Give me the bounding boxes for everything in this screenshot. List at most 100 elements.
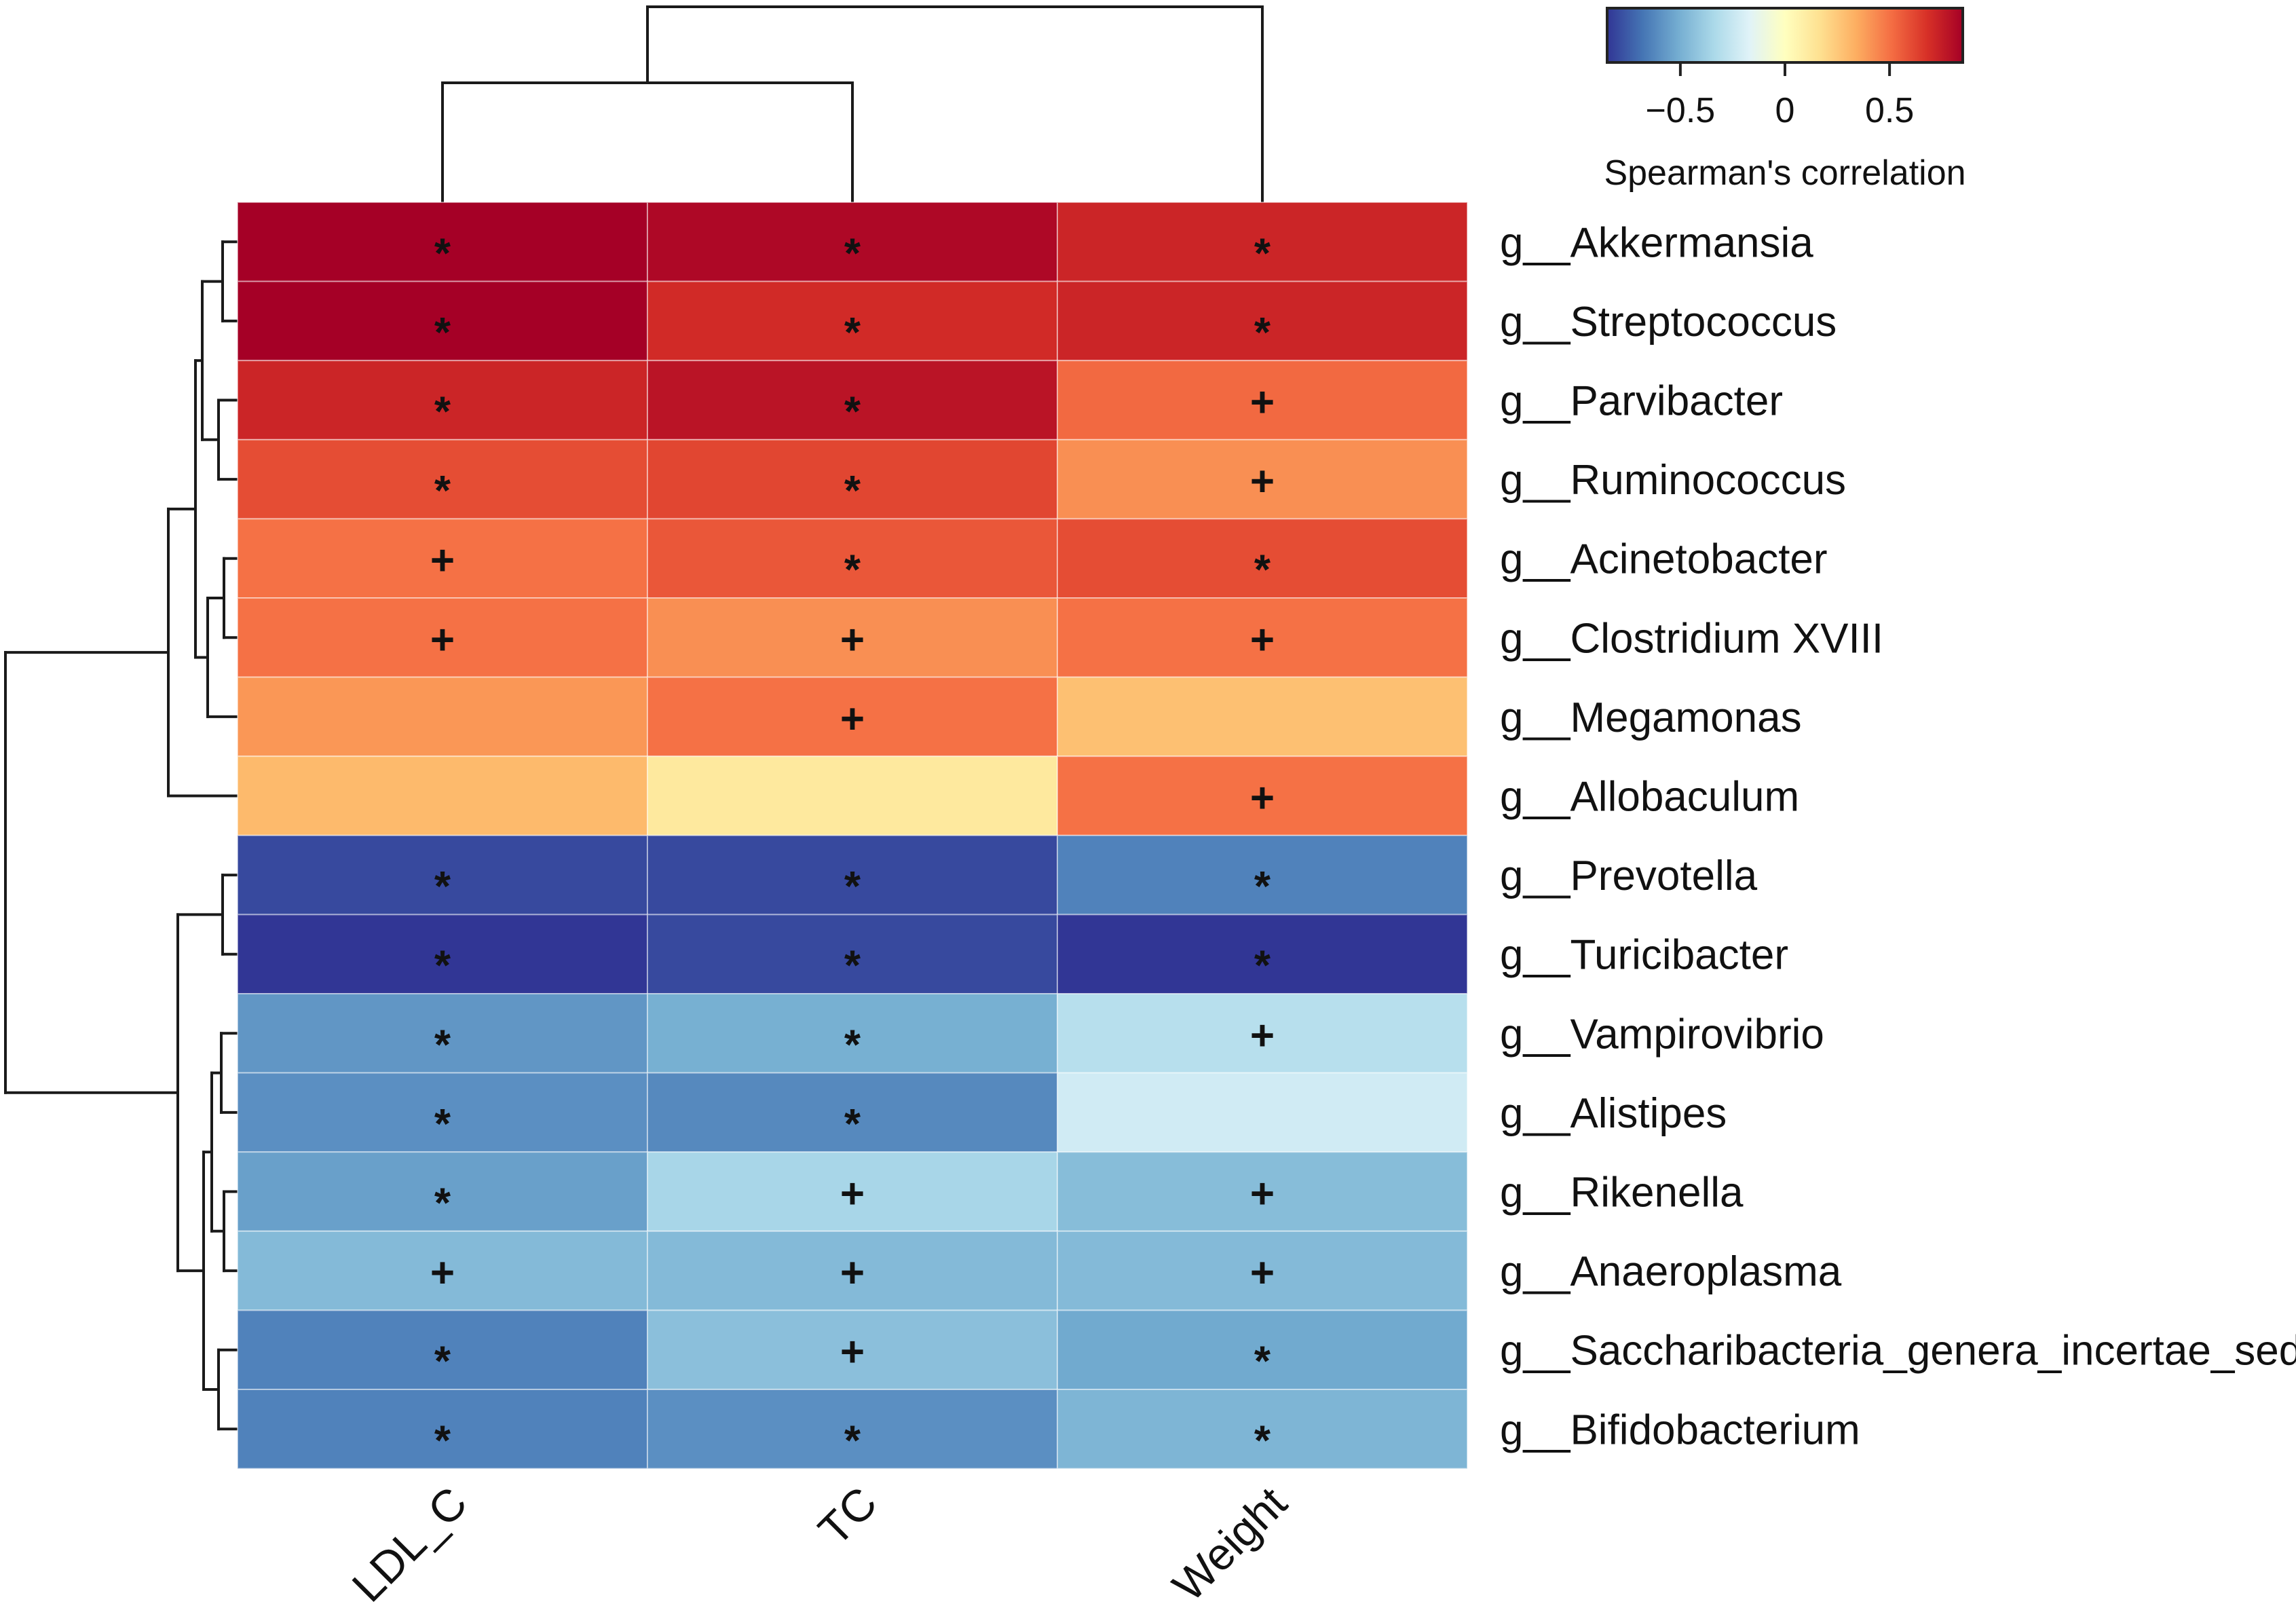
asterisk-mark: *	[844, 1101, 861, 1148]
heatmap-cell	[1057, 518, 1468, 599]
column-label: LDL_C	[342, 1477, 476, 1606]
heatmap-cell	[1057, 993, 1468, 1074]
asterisk-mark: *	[434, 1180, 451, 1227]
heatmap-cell	[237, 676, 648, 758]
asterisk-mark: *	[434, 468, 451, 515]
heatmap-cell	[237, 755, 648, 836]
heatmap-cell	[647, 1309, 1058, 1391]
heatmap-cell	[237, 202, 648, 282]
heatmap-cell	[647, 202, 1058, 282]
row-label: g__Streptococcus	[1500, 299, 1837, 346]
row-label: g__Bifidobacterium	[1500, 1406, 1860, 1453]
row-label: g__Megamonas	[1500, 694, 1802, 741]
heatmap-cell	[1057, 360, 1468, 441]
row-label: g__Akkermansia	[1500, 219, 1813, 266]
asterisk-mark: *	[1254, 1339, 1271, 1385]
asterisk-mark: *	[1254, 863, 1271, 910]
plus-mark: +	[840, 616, 865, 663]
row-labels: g__Akkermansia g__Streptococcus g__Parviba…	[1500, 219, 2296, 1453]
asterisk-mark: *	[844, 547, 861, 594]
heatmap-cell	[647, 993, 1058, 1074]
heatmap-cell	[237, 914, 648, 995]
heatmap-cell	[237, 1309, 648, 1391]
asterisk-mark: *	[434, 310, 451, 356]
plus-mark: +	[840, 696, 865, 743]
row-label: g__Turicibacter	[1500, 932, 1788, 979]
row-label: g__Parvibacter	[1500, 378, 1783, 425]
heatmap-cells	[237, 202, 1468, 1470]
plus-mark: +	[1250, 1171, 1275, 1218]
heatmap-cell	[237, 993, 648, 1074]
column-labels: LDL_C TC Weight	[342, 1477, 1296, 1606]
asterisk-mark: *	[844, 468, 861, 515]
column-dendrogram	[441, 5, 1264, 204]
heatmap-cell	[237, 360, 648, 441]
row-label: g__Acinetobacter	[1500, 536, 1828, 583]
plus-mark: +	[430, 538, 455, 584]
heatmap-cell	[1057, 1230, 1468, 1311]
asterisk-mark: *	[434, 1022, 451, 1068]
plus-mark: +	[1250, 1012, 1275, 1059]
asterisk-mark: *	[844, 863, 861, 910]
heatmap-cell	[647, 755, 1058, 836]
asterisk-mark: *	[1254, 310, 1271, 356]
plus-mark: +	[1250, 775, 1275, 822]
colorbar-tick-label: 0.5	[1865, 91, 1914, 130]
plus-mark: +	[840, 1250, 865, 1296]
significance-marks: * * * * * * * * + * * + + * * + + + + + * * * * * * * * + * * * + + + + + * + *…	[430, 230, 1275, 1464]
plus-mark: +	[1250, 458, 1275, 505]
heatmap-cell	[647, 438, 1058, 520]
heatmap-cell	[647, 597, 1058, 678]
asterisk-mark: *	[844, 943, 861, 990]
heatmap-cell	[647, 1072, 1058, 1153]
asterisk-mark: *	[1254, 943, 1271, 990]
row-label: g__Ruminococcus	[1500, 457, 1846, 504]
colorbar-ticks: −0.5 0 0.5	[1646, 62, 1914, 130]
column-label: Weight	[1163, 1477, 1296, 1606]
heatmap-cell	[1057, 914, 1468, 995]
heatmap-cell	[1057, 755, 1468, 836]
asterisk-mark: *	[844, 1022, 861, 1068]
row-dendrogram	[4, 240, 239, 1431]
colorbar-tick-label: 0	[1775, 91, 1795, 130]
plus-mark: +	[840, 1171, 865, 1218]
row-label: g__Prevotella	[1500, 853, 1758, 899]
plus-mark: +	[430, 616, 455, 663]
row-label: g__Allobaculum	[1500, 774, 1799, 821]
heatmap-cell	[1057, 834, 1468, 916]
row-label: g__Alistipes	[1500, 1090, 1727, 1137]
plus-mark: +	[1250, 616, 1275, 663]
heatmap-cell	[237, 1389, 648, 1470]
asterisk-mark: *	[434, 863, 451, 910]
heatmap-cell	[1057, 597, 1468, 678]
plus-mark: +	[430, 1250, 455, 1296]
heatmap-cell	[1057, 202, 1468, 282]
row-label: g__Clostridium XVIII	[1500, 615, 1883, 662]
plus-mark: +	[1250, 379, 1275, 426]
row-label: g__Anaeroplasma	[1500, 1248, 1842, 1295]
heatmap-cell	[1057, 676, 1468, 758]
row-label: g__Vampirovibrio	[1500, 1011, 1824, 1058]
column-label: TC	[808, 1477, 886, 1555]
heatmap-cell	[647, 360, 1058, 441]
heatmap-cell	[1057, 1072, 1468, 1153]
heatmap-cell	[1057, 438, 1468, 520]
heatmap-cell	[647, 914, 1058, 995]
heatmap-cell	[647, 518, 1058, 599]
asterisk-mark: *	[434, 943, 451, 990]
asterisk-mark: *	[434, 1417, 451, 1464]
row-label: g__Rikenella	[1500, 1170, 1744, 1216]
heatmap-cell	[647, 280, 1058, 362]
heatmap-cell	[237, 518, 648, 599]
heatmap-cell	[237, 438, 648, 520]
asterisk-mark: *	[844, 1417, 861, 1464]
asterisk-mark: *	[434, 389, 451, 436]
colorbar	[1606, 7, 1964, 64]
asterisk-mark: *	[434, 1339, 451, 1385]
plus-mark: +	[840, 1329, 865, 1376]
colorbar-legend: −0.5 0 0.5 Spearman's correlation	[1604, 7, 1966, 193]
colorbar-title: Spearman's correlation	[1604, 153, 1965, 193]
asterisk-mark: *	[434, 230, 451, 277]
asterisk-mark: *	[1254, 230, 1271, 277]
